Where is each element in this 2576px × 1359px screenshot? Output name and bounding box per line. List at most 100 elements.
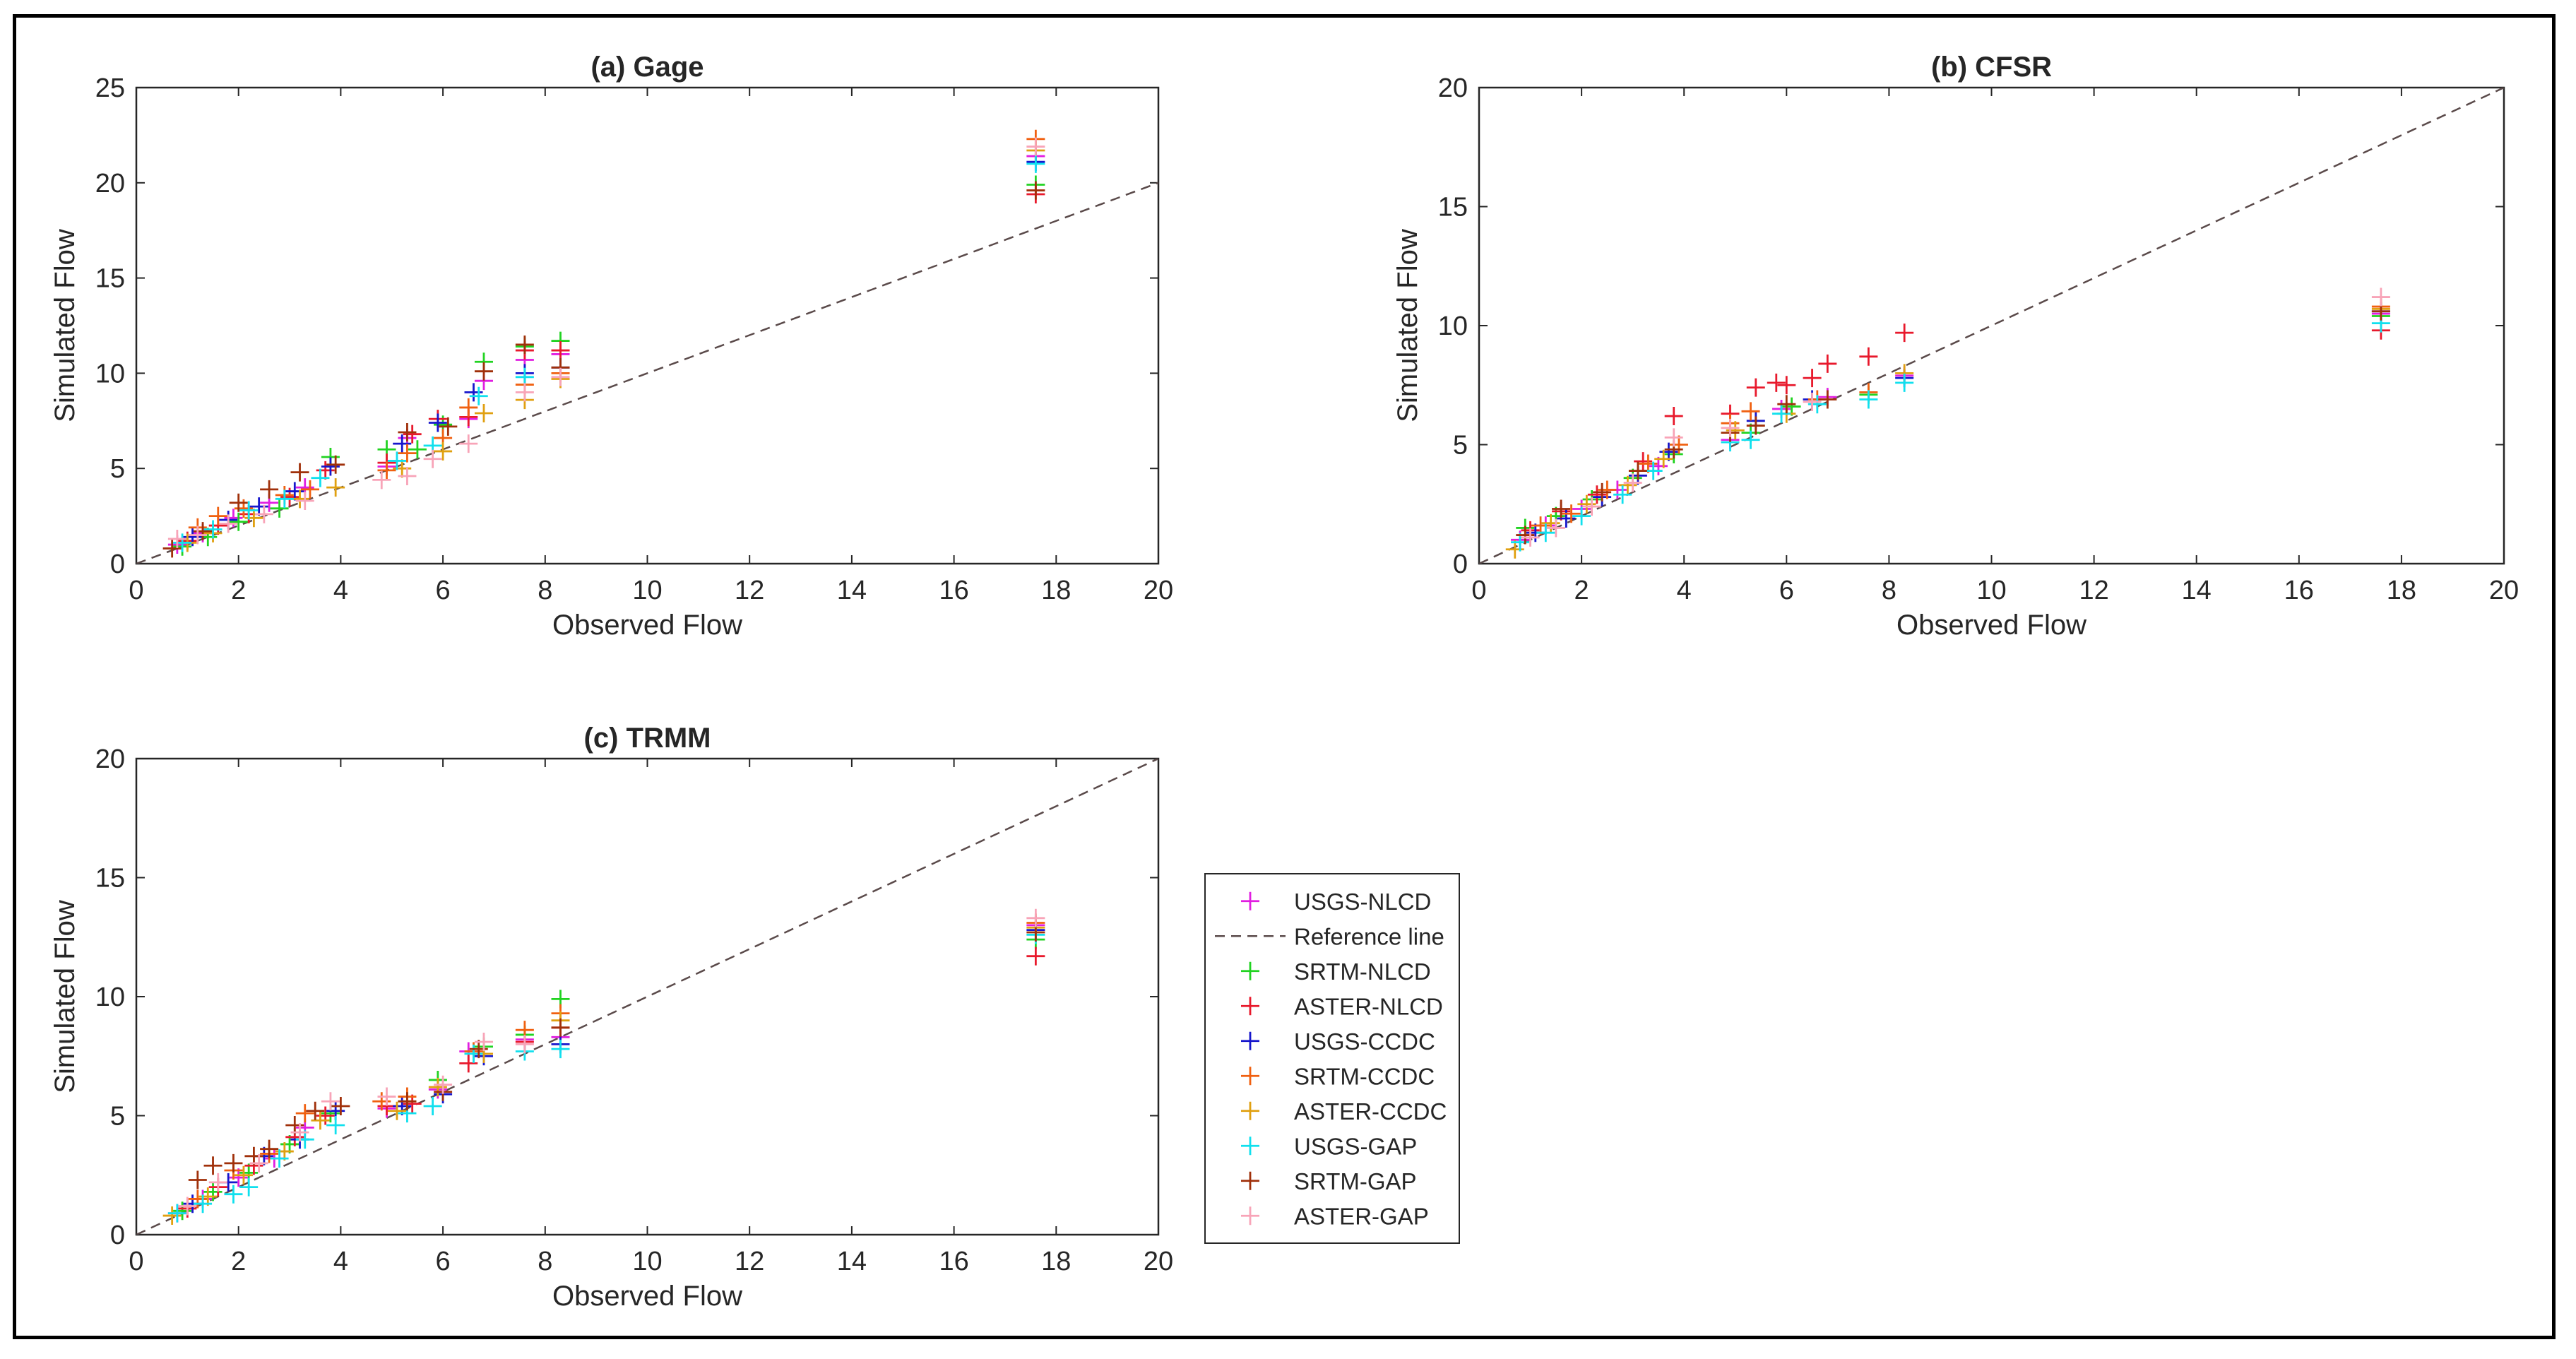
x-tick-label: 18	[1041, 576, 1071, 605]
data-point	[194, 522, 213, 541]
data-point	[1634, 452, 1653, 471]
data-point	[1582, 497, 1601, 516]
data-point	[1746, 378, 1765, 397]
data-point	[178, 1197, 197, 1216]
series-usgs-gap	[1511, 314, 2390, 552]
data-point	[1026, 137, 1045, 156]
data-point	[208, 1173, 227, 1192]
data-point	[331, 1097, 350, 1116]
x-tick-label: 20	[1144, 576, 1173, 605]
data-point	[311, 468, 330, 487]
legend-entry: SRTM-NLCD	[1241, 959, 1431, 985]
data-point	[295, 1130, 314, 1149]
data-point	[1026, 946, 1045, 966]
data-point	[162, 539, 182, 558]
data-point	[1782, 397, 1801, 416]
data-point	[203, 520, 222, 539]
x-tick-label: 8	[538, 1247, 552, 1276]
y-tick-label: 10	[95, 983, 125, 1012]
data-point	[249, 497, 268, 516]
legend-label: Reference line	[1294, 923, 1444, 949]
series-srtm-gap	[162, 181, 1045, 558]
data-point	[1639, 454, 1658, 473]
data-point	[428, 1078, 447, 1097]
data-point	[515, 335, 534, 354]
data-point	[280, 1134, 299, 1153]
data-point	[194, 1194, 213, 1213]
legend-marker-symbol	[1241, 1031, 1259, 1050]
data-point	[1516, 526, 1535, 545]
data-point	[290, 489, 309, 509]
x-tick-label: 16	[939, 1247, 968, 1276]
data-point	[464, 383, 483, 402]
data-point	[1654, 449, 1673, 468]
data-point	[321, 1092, 340, 1111]
data-point	[474, 1033, 493, 1052]
data-point	[398, 422, 417, 441]
legend-entry: USGS-NLCD	[1241, 889, 1431, 915]
legend-label: USGS-GAP	[1294, 1133, 1417, 1159]
plot-area	[136, 759, 1158, 1235]
data-point	[1587, 485, 1606, 504]
data-point	[290, 463, 309, 482]
series-srtm-gap	[188, 923, 1045, 1189]
data-point	[1644, 461, 1663, 480]
data-point	[377, 1087, 396, 1106]
data-point	[167, 529, 186, 548]
data-point	[393, 1097, 412, 1116]
data-point	[398, 466, 417, 485]
data-point	[2371, 287, 2390, 307]
y-tick-label: 20	[1438, 73, 1468, 103]
data-point	[254, 504, 273, 523]
data-point	[459, 434, 478, 453]
data-point	[377, 461, 396, 480]
data-point	[326, 478, 345, 497]
legend-marker-symbol	[1241, 1171, 1259, 1190]
data-point	[295, 492, 314, 511]
data-point	[1649, 456, 1668, 475]
data-point	[1562, 504, 1581, 523]
y-tick-label: 25	[95, 73, 125, 103]
data-point	[1623, 473, 1642, 492]
subplot-1: 0 2 4 6 8 10 12 14 16 18 20 0 5 10 15 20 25 (a) Gage Obser…	[49, 52, 1173, 641]
data-point	[459, 398, 478, 417]
x-tick-label: 10	[632, 1247, 662, 1276]
data-point	[270, 499, 289, 518]
data-point	[316, 1106, 335, 1125]
data-point	[515, 1035, 534, 1054]
data-point	[1721, 418, 1740, 437]
data-point	[188, 1189, 207, 1209]
data-point	[1628, 461, 1647, 480]
y-tick-label: 5	[1453, 431, 1468, 461]
y-tick-label: 10	[95, 359, 125, 388]
data-point	[398, 1092, 417, 1111]
x-tick-label: 6	[1779, 576, 1794, 605]
data-point	[219, 514, 238, 533]
subplot-2: 0 2 4 6 8 10 12 14 16 18 20 0 5 10 15 20 (b) CFSR Observe…	[1392, 52, 2519, 641]
data-point	[439, 417, 458, 436]
legend-marker-symbol	[1241, 1067, 1259, 1086]
data-point	[1772, 404, 1791, 423]
data-point	[469, 1040, 488, 1059]
data-point	[1531, 516, 1550, 535]
legend-entry: ASTER-NLCD	[1241, 993, 1443, 1019]
data-point	[1026, 154, 1045, 173]
data-point	[270, 1149, 289, 1168]
legend-marker-symbol	[1241, 891, 1259, 910]
x-tick-label: 14	[837, 576, 867, 605]
legend-label: SRTM-NLCD	[1294, 959, 1431, 985]
data-point	[1818, 390, 1837, 409]
data-point	[1803, 369, 1822, 388]
y-tick-label: 20	[95, 169, 125, 198]
series-aster-gap	[167, 137, 1045, 548]
legend-marker-symbol	[1241, 961, 1259, 980]
y-tick-label: 10	[1438, 311, 1468, 341]
data-point	[464, 1044, 483, 1063]
legend-label: USGS-CCDC	[1294, 1028, 1435, 1055]
data-point	[1026, 908, 1045, 927]
legend-entry: SRTM-CCDC	[1241, 1063, 1435, 1089]
subplot-title: (a) Gage	[590, 52, 704, 83]
x-tick-label: 14	[837, 1247, 867, 1276]
legend-entry: USGS-GAP	[1241, 1133, 1417, 1159]
